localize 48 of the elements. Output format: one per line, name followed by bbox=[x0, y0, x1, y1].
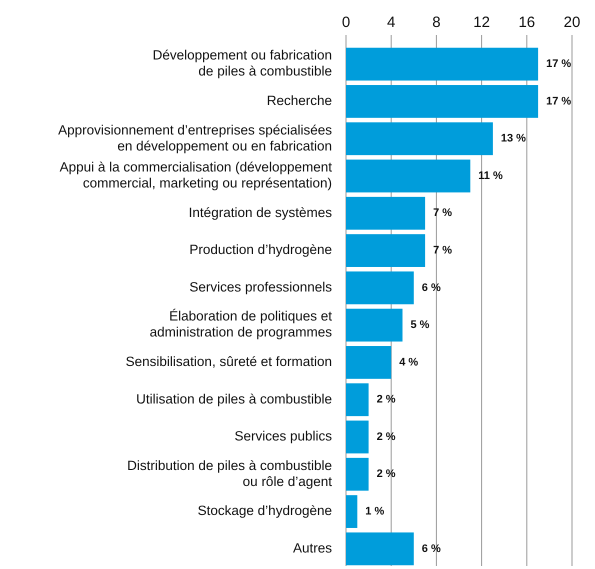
data-label: 6 % bbox=[422, 282, 441, 294]
y-tick-label: Services professionnels bbox=[189, 279, 332, 294]
y-tick-label: Sensibilisation, sûreté et formation bbox=[126, 354, 332, 369]
y-tick-label: Approvisionnement d’entreprises spécialisées en développement ou en fabrication bbox=[58, 122, 332, 154]
y-tick-label: Utilisation de piles à combustible bbox=[136, 391, 332, 406]
y-tick-label: Appui à la commercialisation (développement commercial, marketing ou représentation) bbox=[60, 160, 332, 191]
data-label: 7 % bbox=[433, 207, 452, 220]
x-tick-label: 20 bbox=[564, 14, 580, 31]
x-tick-label: 4 bbox=[387, 14, 396, 31]
data-label: 1 % bbox=[365, 505, 384, 518]
bar bbox=[346, 420, 369, 454]
bar bbox=[346, 308, 402, 342]
y-tick-label: Production d’hydrogène bbox=[189, 242, 332, 258]
bar bbox=[346, 495, 358, 528]
x-tick-label: 0 bbox=[342, 14, 350, 31]
bar bbox=[346, 122, 493, 156]
bar bbox=[346, 160, 470, 192]
x-tick-label: 12 bbox=[473, 14, 490, 31]
bar bbox=[346, 85, 538, 118]
y-tick-label: Intégration de systèmes bbox=[188, 204, 332, 220]
data-label: 2 % bbox=[376, 468, 396, 480]
bar bbox=[346, 234, 426, 267]
data-label: 17 % bbox=[546, 95, 572, 108]
data-label: 2 % bbox=[376, 430, 396, 443]
data-label: 5 % bbox=[410, 319, 430, 332]
data-label: 17 % bbox=[546, 58, 572, 70]
data-label: 13 % bbox=[500, 132, 526, 145]
bar bbox=[346, 271, 414, 304]
bar bbox=[346, 532, 414, 566]
bar bbox=[346, 383, 369, 416]
bar bbox=[346, 196, 426, 230]
bar bbox=[346, 458, 369, 491]
y-tick-label: Stockage d’hydrogène bbox=[198, 503, 332, 518]
data-label: 11 % bbox=[478, 170, 503, 182]
x-tick-label: 16 bbox=[518, 14, 536, 31]
y-tick-label: Services publics bbox=[234, 428, 332, 444]
data-label: 6 % bbox=[422, 542, 441, 555]
bar bbox=[346, 346, 392, 379]
data-label: 7 % bbox=[433, 244, 452, 256]
bar bbox=[346, 48, 538, 81]
data-label: 2 % bbox=[376, 394, 396, 406]
y-tick-label: Distribution de piles à combustible ou rôle d’agent bbox=[127, 458, 332, 489]
x-tick-label: 8 bbox=[432, 14, 441, 31]
data-label: 4 % bbox=[399, 356, 418, 368]
y-tick-label: Autres bbox=[292, 540, 332, 556]
y-tick-label: Recherche bbox=[266, 93, 332, 108]
y-tick-label: Développement ou fabrication de piles à combustible bbox=[152, 48, 332, 79]
y-tick-label: Élaboration de politiques et administration de programmes bbox=[150, 308, 332, 340]
